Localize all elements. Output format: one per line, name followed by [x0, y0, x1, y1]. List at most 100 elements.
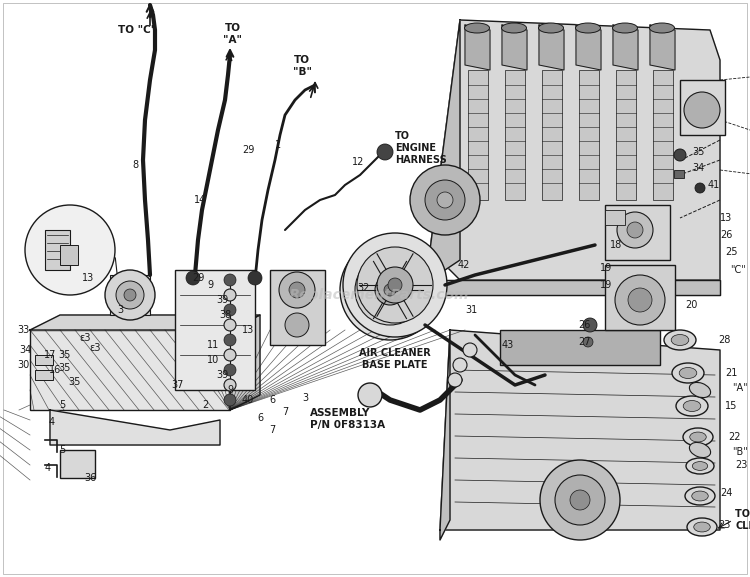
- Circle shape: [124, 289, 136, 301]
- Polygon shape: [650, 25, 675, 70]
- Bar: [60, 245, 78, 265]
- Ellipse shape: [613, 23, 638, 33]
- Polygon shape: [576, 25, 601, 70]
- Circle shape: [186, 271, 200, 285]
- Circle shape: [248, 271, 262, 285]
- Circle shape: [583, 337, 593, 347]
- Bar: [35, 370, 53, 380]
- Circle shape: [583, 318, 597, 332]
- Polygon shape: [440, 330, 450, 540]
- Bar: [674, 170, 684, 178]
- Circle shape: [224, 349, 236, 361]
- Text: 24: 24: [720, 488, 732, 498]
- Circle shape: [453, 358, 467, 372]
- Circle shape: [448, 373, 462, 387]
- Text: 9: 9: [207, 280, 213, 290]
- Ellipse shape: [676, 396, 708, 416]
- Ellipse shape: [690, 432, 706, 442]
- Circle shape: [224, 379, 236, 391]
- Text: "C": "C": [730, 265, 746, 275]
- Polygon shape: [430, 280, 720, 295]
- Polygon shape: [613, 25, 638, 70]
- Circle shape: [375, 275, 405, 305]
- Polygon shape: [50, 410, 220, 445]
- Ellipse shape: [683, 400, 700, 411]
- Text: 6: 6: [257, 413, 263, 423]
- Ellipse shape: [689, 443, 710, 458]
- Text: 13: 13: [242, 325, 254, 335]
- Polygon shape: [430, 20, 720, 280]
- Circle shape: [224, 319, 236, 331]
- Text: ASSEMBLY
P/N 0F8313A: ASSEMBLY P/N 0F8313A: [310, 408, 386, 430]
- Ellipse shape: [686, 458, 714, 474]
- Text: 43: 43: [502, 340, 515, 350]
- Ellipse shape: [692, 491, 708, 501]
- Text: 40: 40: [242, 395, 254, 405]
- Text: 26: 26: [578, 320, 590, 330]
- Text: 8: 8: [132, 160, 138, 170]
- Bar: [468, 70, 488, 200]
- Bar: [500, 330, 660, 365]
- Circle shape: [289, 282, 305, 298]
- Text: 34: 34: [20, 345, 32, 355]
- Text: "A": "A": [732, 383, 748, 393]
- Ellipse shape: [664, 330, 696, 350]
- Circle shape: [377, 144, 393, 160]
- Ellipse shape: [575, 23, 601, 33]
- Circle shape: [285, 313, 309, 337]
- Text: 39: 39: [216, 295, 228, 305]
- Text: AIR CLEANER
BASE PLATE: AIR CLEANER BASE PLATE: [359, 348, 430, 370]
- Circle shape: [674, 149, 686, 161]
- Polygon shape: [465, 25, 490, 70]
- Text: 13: 13: [82, 273, 94, 283]
- Text: 28: 28: [718, 335, 730, 345]
- Text: 39: 39: [216, 370, 228, 380]
- Circle shape: [116, 281, 144, 309]
- Text: 42: 42: [458, 260, 470, 270]
- Circle shape: [224, 364, 236, 376]
- Text: 4: 4: [45, 463, 51, 473]
- Text: ε3: ε3: [89, 343, 101, 353]
- Text: TO
ENGINE
HARNESS: TO ENGINE HARNESS: [395, 132, 447, 164]
- Text: 18: 18: [610, 240, 622, 250]
- Text: TO
"B": TO "B": [292, 55, 311, 77]
- Text: 41: 41: [708, 180, 720, 190]
- Circle shape: [343, 233, 447, 337]
- Text: TO "C": TO "C": [118, 25, 156, 35]
- Circle shape: [684, 92, 720, 128]
- Bar: [60, 450, 95, 478]
- Ellipse shape: [671, 335, 688, 346]
- Text: 5: 5: [58, 400, 65, 410]
- Text: 10: 10: [207, 355, 219, 365]
- Text: TO AIR
CLEANER: TO AIR CLEANER: [735, 509, 750, 531]
- Ellipse shape: [464, 23, 490, 33]
- Text: 5: 5: [58, 445, 65, 455]
- Text: "B": "B": [732, 447, 748, 457]
- Text: 12: 12: [352, 157, 364, 167]
- Circle shape: [388, 278, 402, 292]
- Ellipse shape: [687, 518, 717, 536]
- Text: 17: 17: [44, 350, 56, 360]
- Bar: [579, 70, 599, 200]
- Text: 2: 2: [202, 400, 208, 410]
- Polygon shape: [502, 25, 527, 70]
- Circle shape: [224, 289, 236, 301]
- Circle shape: [224, 394, 236, 406]
- Ellipse shape: [502, 23, 526, 33]
- Circle shape: [425, 180, 465, 220]
- Circle shape: [463, 343, 477, 357]
- Circle shape: [105, 270, 155, 320]
- Circle shape: [279, 272, 315, 308]
- Circle shape: [358, 383, 382, 407]
- Ellipse shape: [650, 23, 674, 33]
- Text: 4: 4: [49, 417, 55, 427]
- Ellipse shape: [694, 522, 710, 532]
- Text: 29: 29: [192, 273, 204, 283]
- Ellipse shape: [672, 363, 704, 383]
- Ellipse shape: [685, 487, 715, 505]
- Bar: [505, 70, 525, 200]
- Text: 14: 14: [194, 195, 206, 205]
- Circle shape: [25, 205, 115, 295]
- Bar: [653, 70, 673, 200]
- Text: 3: 3: [117, 305, 123, 315]
